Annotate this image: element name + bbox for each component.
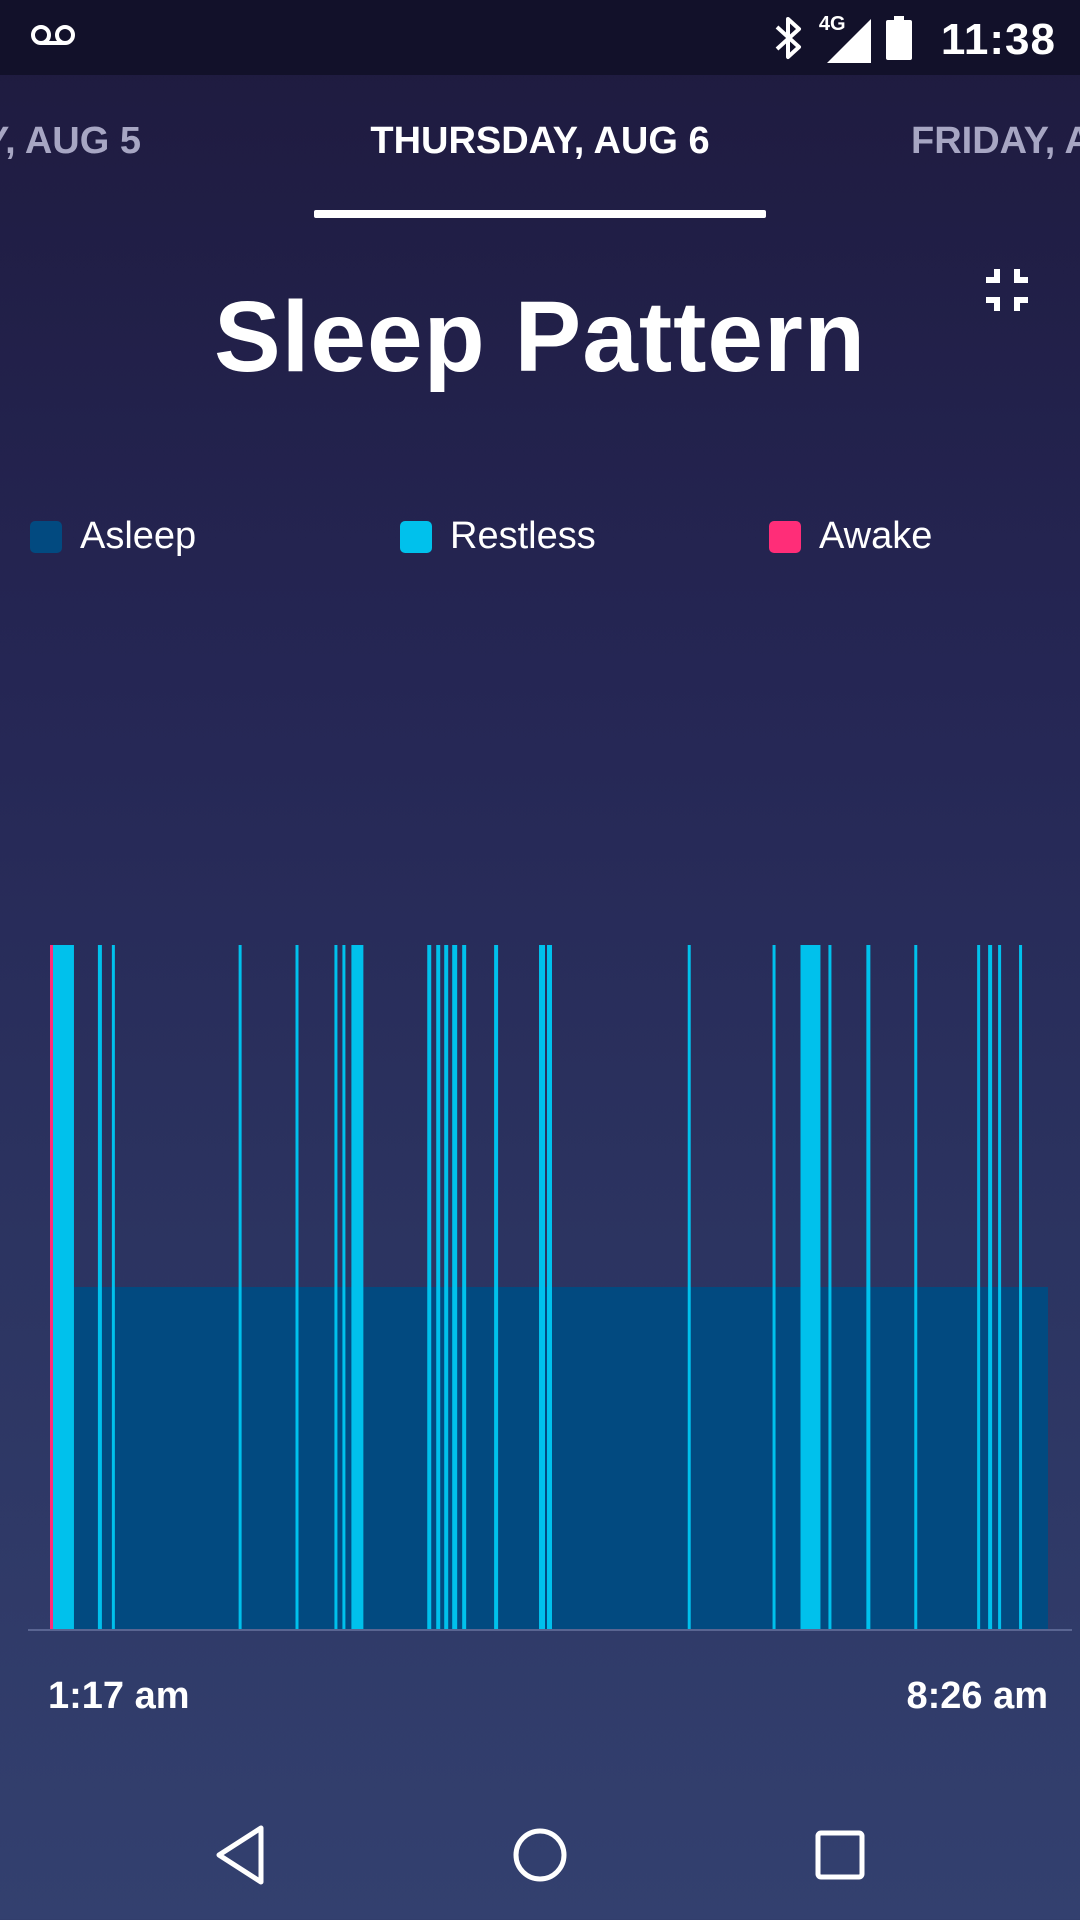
restless-segment bbox=[52, 945, 74, 1629]
collapse-icon bbox=[986, 269, 1028, 311]
restless-segment bbox=[462, 945, 467, 1629]
restless-segment bbox=[351, 945, 364, 1629]
restless-segment bbox=[539, 945, 546, 1629]
sleep-pattern-chart bbox=[0, 660, 1080, 1640]
voicemail-icon bbox=[30, 18, 78, 57]
restless-segment bbox=[1019, 945, 1023, 1629]
restless-segment bbox=[436, 945, 441, 1629]
tab-current-day[interactable]: THURSDAY, AUG 6 bbox=[370, 120, 710, 162]
restless-segment bbox=[800, 945, 821, 1629]
legend-item-asleep: Asleep bbox=[30, 515, 196, 558]
network-type-label: 4G bbox=[818, 13, 846, 35]
date-tabs: Y, AUG 5 THURSDAY, AUG 6 FRIDAY, A bbox=[0, 75, 1080, 225]
restless-segment bbox=[444, 945, 449, 1629]
restless-segment bbox=[772, 945, 776, 1629]
tab-previous-day[interactable]: Y, AUG 5 bbox=[0, 120, 141, 162]
time-start-label: 1:17 am bbox=[48, 1675, 190, 1717]
legend-label-asleep: Asleep bbox=[80, 515, 197, 557]
legend-swatch-restless bbox=[400, 520, 432, 553]
restless-segment bbox=[342, 945, 346, 1629]
recents-button[interactable] bbox=[805, 1820, 875, 1890]
restless-segment bbox=[988, 945, 993, 1629]
restless-segment bbox=[334, 945, 338, 1629]
restless-segment bbox=[866, 945, 871, 1629]
restless-segment bbox=[111, 945, 115, 1629]
restless-segment bbox=[828, 945, 832, 1629]
signal-icon: 4G bbox=[819, 13, 871, 63]
restless-segment bbox=[238, 945, 242, 1629]
legend-label-awake: Awake bbox=[819, 515, 933, 557]
navigation-bar bbox=[0, 1790, 1080, 1920]
back-button[interactable] bbox=[205, 1820, 275, 1890]
legend-item-restless: Restless bbox=[400, 515, 596, 558]
awake-segment bbox=[50, 945, 53, 1629]
restless-segment bbox=[687, 945, 691, 1629]
restless-segment bbox=[452, 945, 458, 1629]
legend-swatch-awake bbox=[769, 520, 801, 553]
page-title: Sleep Pattern bbox=[213, 281, 867, 393]
restless-segment bbox=[494, 945, 499, 1629]
time-end-label: 8:26 am bbox=[906, 1675, 1048, 1717]
restless-segment bbox=[998, 945, 1002, 1629]
tab-indicator bbox=[314, 210, 766, 218]
restless-segment bbox=[547, 945, 552, 1629]
legend-swatch-asleep bbox=[30, 520, 62, 553]
chart-legend: Asleep Restless Awake bbox=[0, 515, 1080, 565]
legend-label-restless: Restless bbox=[450, 515, 596, 557]
restless-segment bbox=[295, 945, 299, 1629]
back-icon bbox=[216, 1825, 264, 1885]
collapse-button[interactable] bbox=[982, 265, 1032, 315]
restless-segment bbox=[97, 945, 102, 1629]
home-icon bbox=[513, 1828, 567, 1882]
restless-segment bbox=[977, 945, 981, 1629]
tab-next-day[interactable]: FRIDAY, A bbox=[911, 120, 1080, 162]
sleep-chart-svg bbox=[28, 945, 1072, 1631]
bluetooth-icon bbox=[773, 15, 805, 66]
restless-segment bbox=[914, 945, 918, 1629]
battery-icon bbox=[885, 14, 913, 67]
legend-item-awake: Awake bbox=[769, 515, 932, 558]
restless-segment bbox=[427, 945, 432, 1629]
home-button[interactable] bbox=[505, 1820, 575, 1890]
clock: 11:38 bbox=[940, 15, 1056, 64]
status-bar: 4G 11:38 bbox=[0, 0, 1080, 75]
recents-icon bbox=[815, 1830, 865, 1880]
